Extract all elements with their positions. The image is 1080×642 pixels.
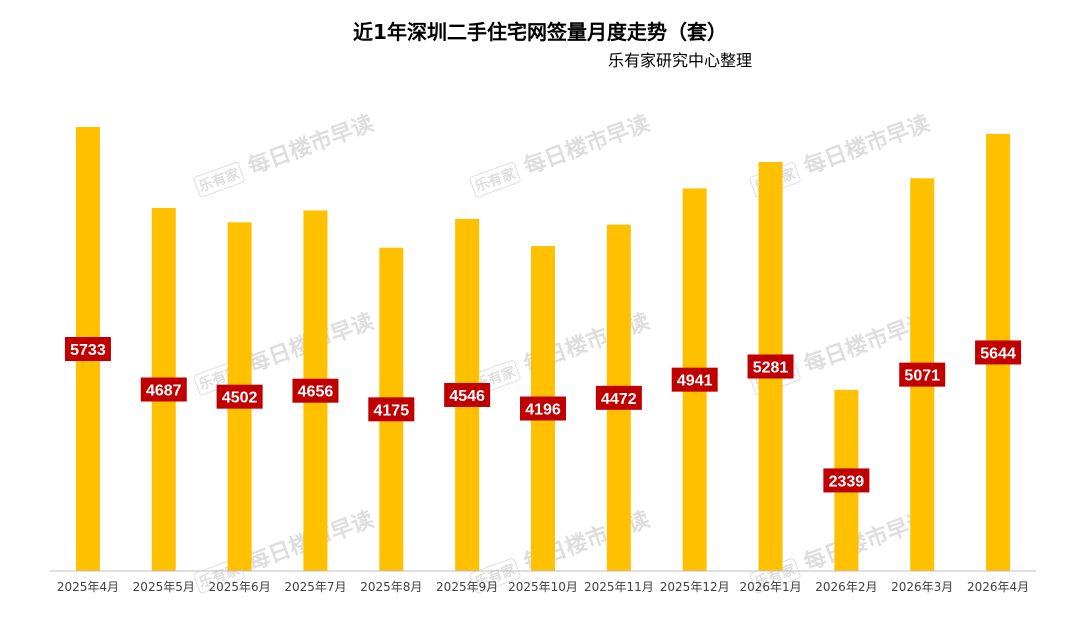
x-tick-label: 2025年5月 <box>133 580 195 594</box>
data-label: 5071 <box>904 368 940 385</box>
data-label-box <box>899 362 946 387</box>
x-tick-label: 2025年4月 <box>57 580 119 594</box>
data-label-box <box>64 337 111 361</box>
data-label-box <box>520 396 566 421</box>
x-tick-label: 2025年9月 <box>436 580 498 594</box>
data-label-box <box>747 354 794 379</box>
x-tick-label: 2025年7月 <box>284 580 346 594</box>
data-label-box <box>292 378 339 403</box>
chart-subtitle: 乐有家研究中心整理 <box>608 51 753 70</box>
data-label-box <box>444 382 491 407</box>
x-tick-label: 2025年8月 <box>360 580 422 594</box>
x-tick-label: 2025年12月 <box>660 580 730 594</box>
data-label-box <box>368 397 415 422</box>
x-tick-label: 2025年11月 <box>584 580 654 594</box>
data-label: 4656 <box>298 384 334 401</box>
x-tick-label: 2026年4月 <box>967 580 1029 594</box>
data-label: 4472 <box>601 391 637 408</box>
x-tick-label: 2025年10月 <box>508 580 578 594</box>
data-label-box <box>595 385 642 410</box>
data-label-box <box>671 367 718 392</box>
data-label-box <box>975 340 1022 365</box>
data-label: 5733 <box>70 342 106 359</box>
data-label: 4546 <box>449 388 485 405</box>
data-label-box <box>216 384 263 409</box>
chart-title: 近1年深圳二手住宅网签量月度走势（套） <box>353 20 727 44</box>
data-label: 5644 <box>980 345 1016 362</box>
data-label-box <box>823 468 870 493</box>
data-label-box <box>140 377 187 402</box>
data-label: 4196 <box>525 402 561 419</box>
data-label: 4502 <box>222 390 258 407</box>
x-tick-label: 2026年1月 <box>739 580 801 594</box>
data-label: 4941 <box>677 373 713 390</box>
data-label: 4175 <box>374 402 410 419</box>
data-label: 4687 <box>146 383 182 400</box>
x-tick-label: 2026年3月 <box>891 580 953 594</box>
x-tick-label: 2026年2月 <box>815 580 877 594</box>
x-tick-label: 2025年6月 <box>209 580 271 594</box>
data-label: 2339 <box>829 473 865 490</box>
data-label: 5281 <box>753 360 789 377</box>
